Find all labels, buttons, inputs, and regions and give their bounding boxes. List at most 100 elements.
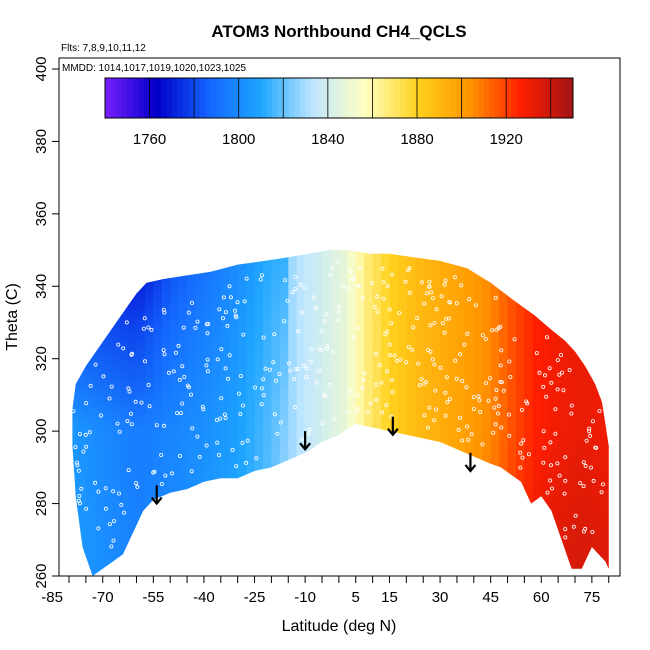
- sample-point: [542, 445, 547, 450]
- field-strip: [203, 250, 213, 576]
- field-strip: [263, 250, 272, 576]
- colorbar-swatch: [444, 78, 451, 118]
- field-strip: [355, 250, 365, 576]
- field-strip: [296, 250, 306, 576]
- sample-point: [227, 353, 232, 358]
- colorbar-tick-label: 1760: [133, 131, 166, 148]
- sample-point: [215, 440, 220, 445]
- sample-point: [372, 304, 377, 309]
- sample-point: [278, 420, 283, 425]
- colorbar-swatch: [300, 78, 307, 118]
- colorbar-swatch: [305, 78, 312, 118]
- sample-point: [135, 484, 140, 489]
- sample-point: [534, 351, 539, 356]
- sample-point: [173, 350, 178, 355]
- sample-point: [499, 380, 504, 385]
- x-tick-label: 60: [533, 589, 550, 606]
- sample-point: [330, 266, 335, 271]
- sample-point: [360, 385, 365, 390]
- colorbar-swatch: [517, 78, 524, 118]
- colorbar-swatch: [288, 78, 295, 118]
- sample-point: [162, 352, 167, 357]
- field-strip: [102, 250, 112, 576]
- sample-point: [341, 284, 346, 289]
- sample-point: [331, 349, 336, 354]
- colorbar-swatch: [277, 78, 284, 118]
- colorbar-swatch: [450, 78, 457, 118]
- x-axis-label: Latitude (deg N): [282, 618, 397, 635]
- sample-point: [179, 411, 184, 416]
- sample-point: [163, 473, 168, 478]
- sample-point: [322, 319, 327, 324]
- sample-point: [180, 364, 185, 369]
- sample-point: [238, 411, 243, 416]
- sample-point: [498, 363, 503, 368]
- sample-point: [438, 365, 443, 370]
- colorbar-swatch: [456, 78, 463, 118]
- colorbar-swatch: [483, 78, 490, 118]
- sample-point: [374, 397, 379, 402]
- sample-point: [225, 323, 230, 328]
- sample-point: [501, 388, 506, 393]
- sample-point: [325, 343, 330, 348]
- sample-point: [553, 431, 558, 436]
- sample-point: [433, 407, 438, 412]
- colorbar-swatch: [283, 78, 290, 118]
- colorbar-swatch: [255, 78, 262, 118]
- flights-annotation: Flts: 7,8,9,10,11,12: [61, 43, 146, 54]
- colorbar-swatch: [344, 78, 351, 118]
- sample-point: [520, 455, 525, 460]
- sample-point: [176, 343, 181, 348]
- colorbar-swatch: [183, 78, 190, 118]
- sample-point: [471, 407, 476, 412]
- colorbar-swatch: [411, 78, 418, 118]
- sample-point: [557, 372, 562, 377]
- sample-point: [562, 491, 567, 496]
- field-strip: [465, 250, 475, 576]
- sample-point: [159, 452, 164, 457]
- colorbar-swatch: [227, 78, 234, 118]
- field-strip: [609, 243, 618, 583]
- sample-point: [385, 329, 390, 334]
- field-strip: [600, 250, 609, 576]
- sample-point: [287, 361, 292, 366]
- sample-point: [299, 437, 304, 442]
- colorbar-swatch: [522, 78, 529, 118]
- colorbar-swatch: [383, 78, 390, 118]
- sample-point: [81, 449, 86, 454]
- sample-point: [360, 295, 365, 300]
- sample-point: [387, 353, 392, 358]
- sample-point: [583, 463, 588, 468]
- sample-point: [223, 310, 228, 315]
- sample-point: [397, 311, 402, 316]
- sample-point: [549, 380, 554, 385]
- sample-point: [200, 404, 205, 409]
- sample-point: [493, 295, 498, 300]
- sample-point: [182, 374, 187, 379]
- sample-point: [447, 300, 452, 305]
- field-strip: [440, 250, 450, 576]
- colorbar-swatch: [105, 78, 112, 118]
- sample-point: [317, 346, 322, 351]
- colorbar-swatch: [378, 78, 385, 118]
- sample-point: [588, 433, 593, 438]
- field-strip: [229, 250, 239, 576]
- sample-point: [404, 360, 409, 365]
- sample-point: [419, 280, 424, 285]
- sample-point: [218, 416, 223, 421]
- field-strip: [85, 250, 95, 576]
- sample-point: [362, 371, 367, 376]
- arrows-layer: [150, 416, 477, 506]
- field-strip: [195, 250, 205, 576]
- sample-point: [220, 316, 225, 321]
- x-tick-label: -10: [294, 589, 316, 606]
- sample-point: [238, 373, 243, 378]
- sample-point: [443, 413, 448, 418]
- sample-point: [422, 381, 427, 386]
- sample-point: [355, 406, 360, 411]
- sample-point: [261, 393, 266, 398]
- sample-point: [115, 421, 120, 426]
- sample-point: [319, 329, 324, 334]
- sample-point: [416, 361, 421, 366]
- colorbar-swatch: [472, 78, 479, 118]
